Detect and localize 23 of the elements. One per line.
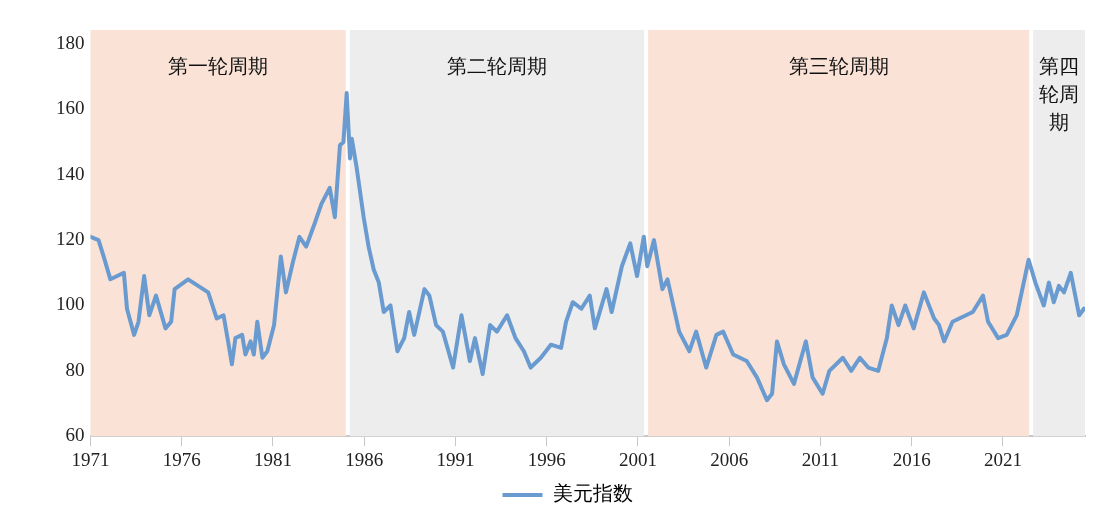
x-tick-label: 1986	[345, 448, 384, 470]
y-tick-label: 100	[56, 293, 85, 315]
x-tick-label: 2016	[892, 448, 931, 470]
x-tick-label: 1981	[253, 448, 292, 470]
x-tick-label: 1991	[436, 448, 475, 470]
band-label: 第二轮周期	[446, 55, 547, 78]
y-tick-label: 140	[56, 162, 85, 184]
y-tick-label: 60	[65, 424, 85, 446]
band-label: 第三轮周期	[788, 55, 889, 78]
x-tick-label: 1996	[527, 448, 566, 470]
band-label: 第四轮周期	[1039, 55, 1080, 134]
x-tick-label: 1976	[162, 448, 201, 470]
x-tick-label: 2006	[710, 448, 749, 470]
band-label: 第一轮周期	[168, 55, 269, 78]
legend-label: 美元指数	[552, 482, 633, 505]
y-tick-label: 120	[56, 228, 85, 250]
x-tick-label: 1971	[71, 448, 110, 470]
y-tick-label: 180	[56, 31, 85, 53]
y-tick-label: 160	[56, 97, 85, 119]
x-tick-label: 2001	[618, 448, 657, 470]
x-tick-label: 2021	[983, 448, 1022, 470]
y-tick-label: 80	[65, 358, 85, 380]
x-tick-label: 2011	[801, 448, 840, 470]
